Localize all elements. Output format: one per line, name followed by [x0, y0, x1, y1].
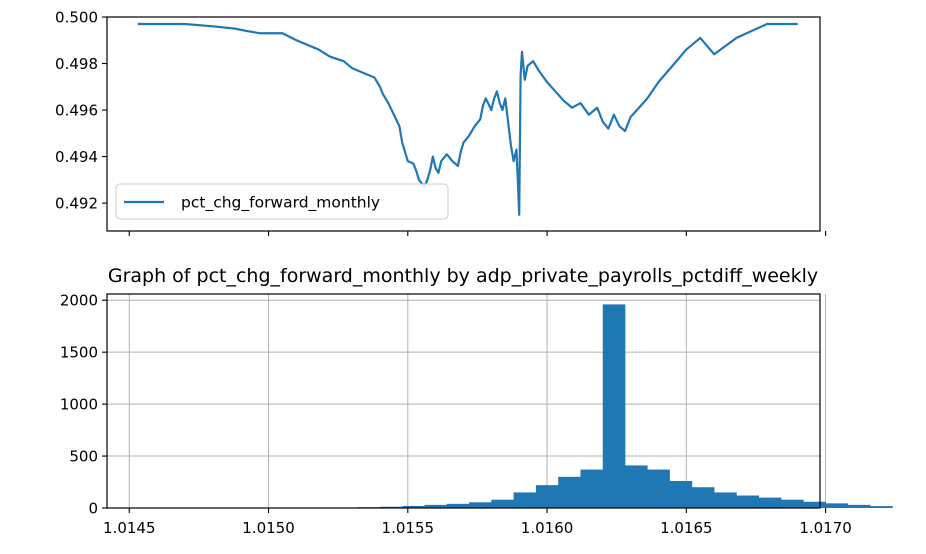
- histogram-bar: [424, 504, 448, 508]
- histogram-bar: [580, 469, 604, 508]
- hist-x-tick-label: 1.0170: [799, 519, 852, 537]
- hist-x-tick-label: 1.0160: [521, 519, 574, 537]
- histogram-bar: [758, 497, 782, 508]
- histogram-bar: [602, 304, 626, 508]
- hist-y-tick-label: 1000: [60, 396, 98, 414]
- histogram-bar: [535, 485, 559, 508]
- histogram-bar: [469, 502, 492, 508]
- histogram-bar: [870, 506, 893, 508]
- line-chart-frame: [106, 16, 821, 232]
- histogram-bar: [446, 503, 470, 508]
- line-y-tick-label: 0.498: [55, 55, 98, 73]
- hist-y-tick-label: 2000: [60, 292, 98, 310]
- histogram-bar: [736, 495, 760, 508]
- hist-y-tick-label: 500: [69, 448, 98, 466]
- line-chart-y-axis: 0.492 0.494 0.496 0.498 0.500: [55, 9, 107, 213]
- line-chart-x-axis: [128, 231, 827, 236]
- hist-x-tick-label: 1.0155: [382, 519, 435, 537]
- histogram-bar: [714, 492, 737, 508]
- histogram-bar: [647, 469, 670, 508]
- histogram-bars: [134, 304, 893, 508]
- hist-x-tick-label: 1.0165: [660, 519, 713, 537]
- hist-x-tick-label: 1.0150: [242, 519, 295, 537]
- histogram-panel: Graph of pct_chg_forward_monthly by adp_…: [60, 265, 893, 537]
- histogram-bar: [691, 487, 715, 508]
- histogram-x-axis: 1.0145 1.0150 1.0155 1.0160 1.0165 1.0170: [103, 508, 852, 537]
- line-y-tick-label: 0.496: [55, 102, 98, 120]
- line-y-tick-label: 0.492: [55, 195, 98, 213]
- histogram-y-axis: 0 500 1000 1500 2000: [60, 292, 107, 518]
- histogram-bar: [491, 499, 514, 508]
- hist-y-tick-label: 1500: [60, 344, 98, 362]
- histogram-bar: [803, 501, 826, 508]
- histogram-bar: [558, 476, 581, 508]
- hist-x-tick-label: 1.0145: [103, 519, 156, 537]
- line-chart-panel: 0.492 0.494 0.496 0.498 0.500 pct_chg_forwar…: [55, 9, 827, 236]
- histogram-frame: [106, 293, 821, 509]
- histogram-bar: [625, 465, 648, 508]
- histogram-bar: [669, 480, 693, 508]
- line-series-0: [137, 22, 798, 216]
- legend: pct_chg_forward_monthly: [115, 183, 449, 220]
- legend-box: [115, 183, 449, 220]
- line-y-tick-label: 0.500: [55, 9, 98, 27]
- line-series-group: [137, 22, 798, 216]
- histogram-title: Graph of pct_chg_forward_monthly by adp_…: [108, 265, 818, 287]
- legend-label: pct_chg_forward_monthly: [181, 194, 380, 213]
- histogram-bar: [847, 504, 871, 508]
- histogram-grid: [107, 294, 827, 509]
- histogram-bar: [825, 503, 849, 508]
- histogram-bar: [402, 505, 425, 508]
- hist-y-tick-label: 0: [88, 500, 98, 518]
- histogram-bar: [781, 499, 804, 508]
- histogram-bar: [379, 506, 403, 508]
- histogram-bar: [513, 492, 537, 508]
- line-y-tick-label: 0.494: [55, 148, 98, 166]
